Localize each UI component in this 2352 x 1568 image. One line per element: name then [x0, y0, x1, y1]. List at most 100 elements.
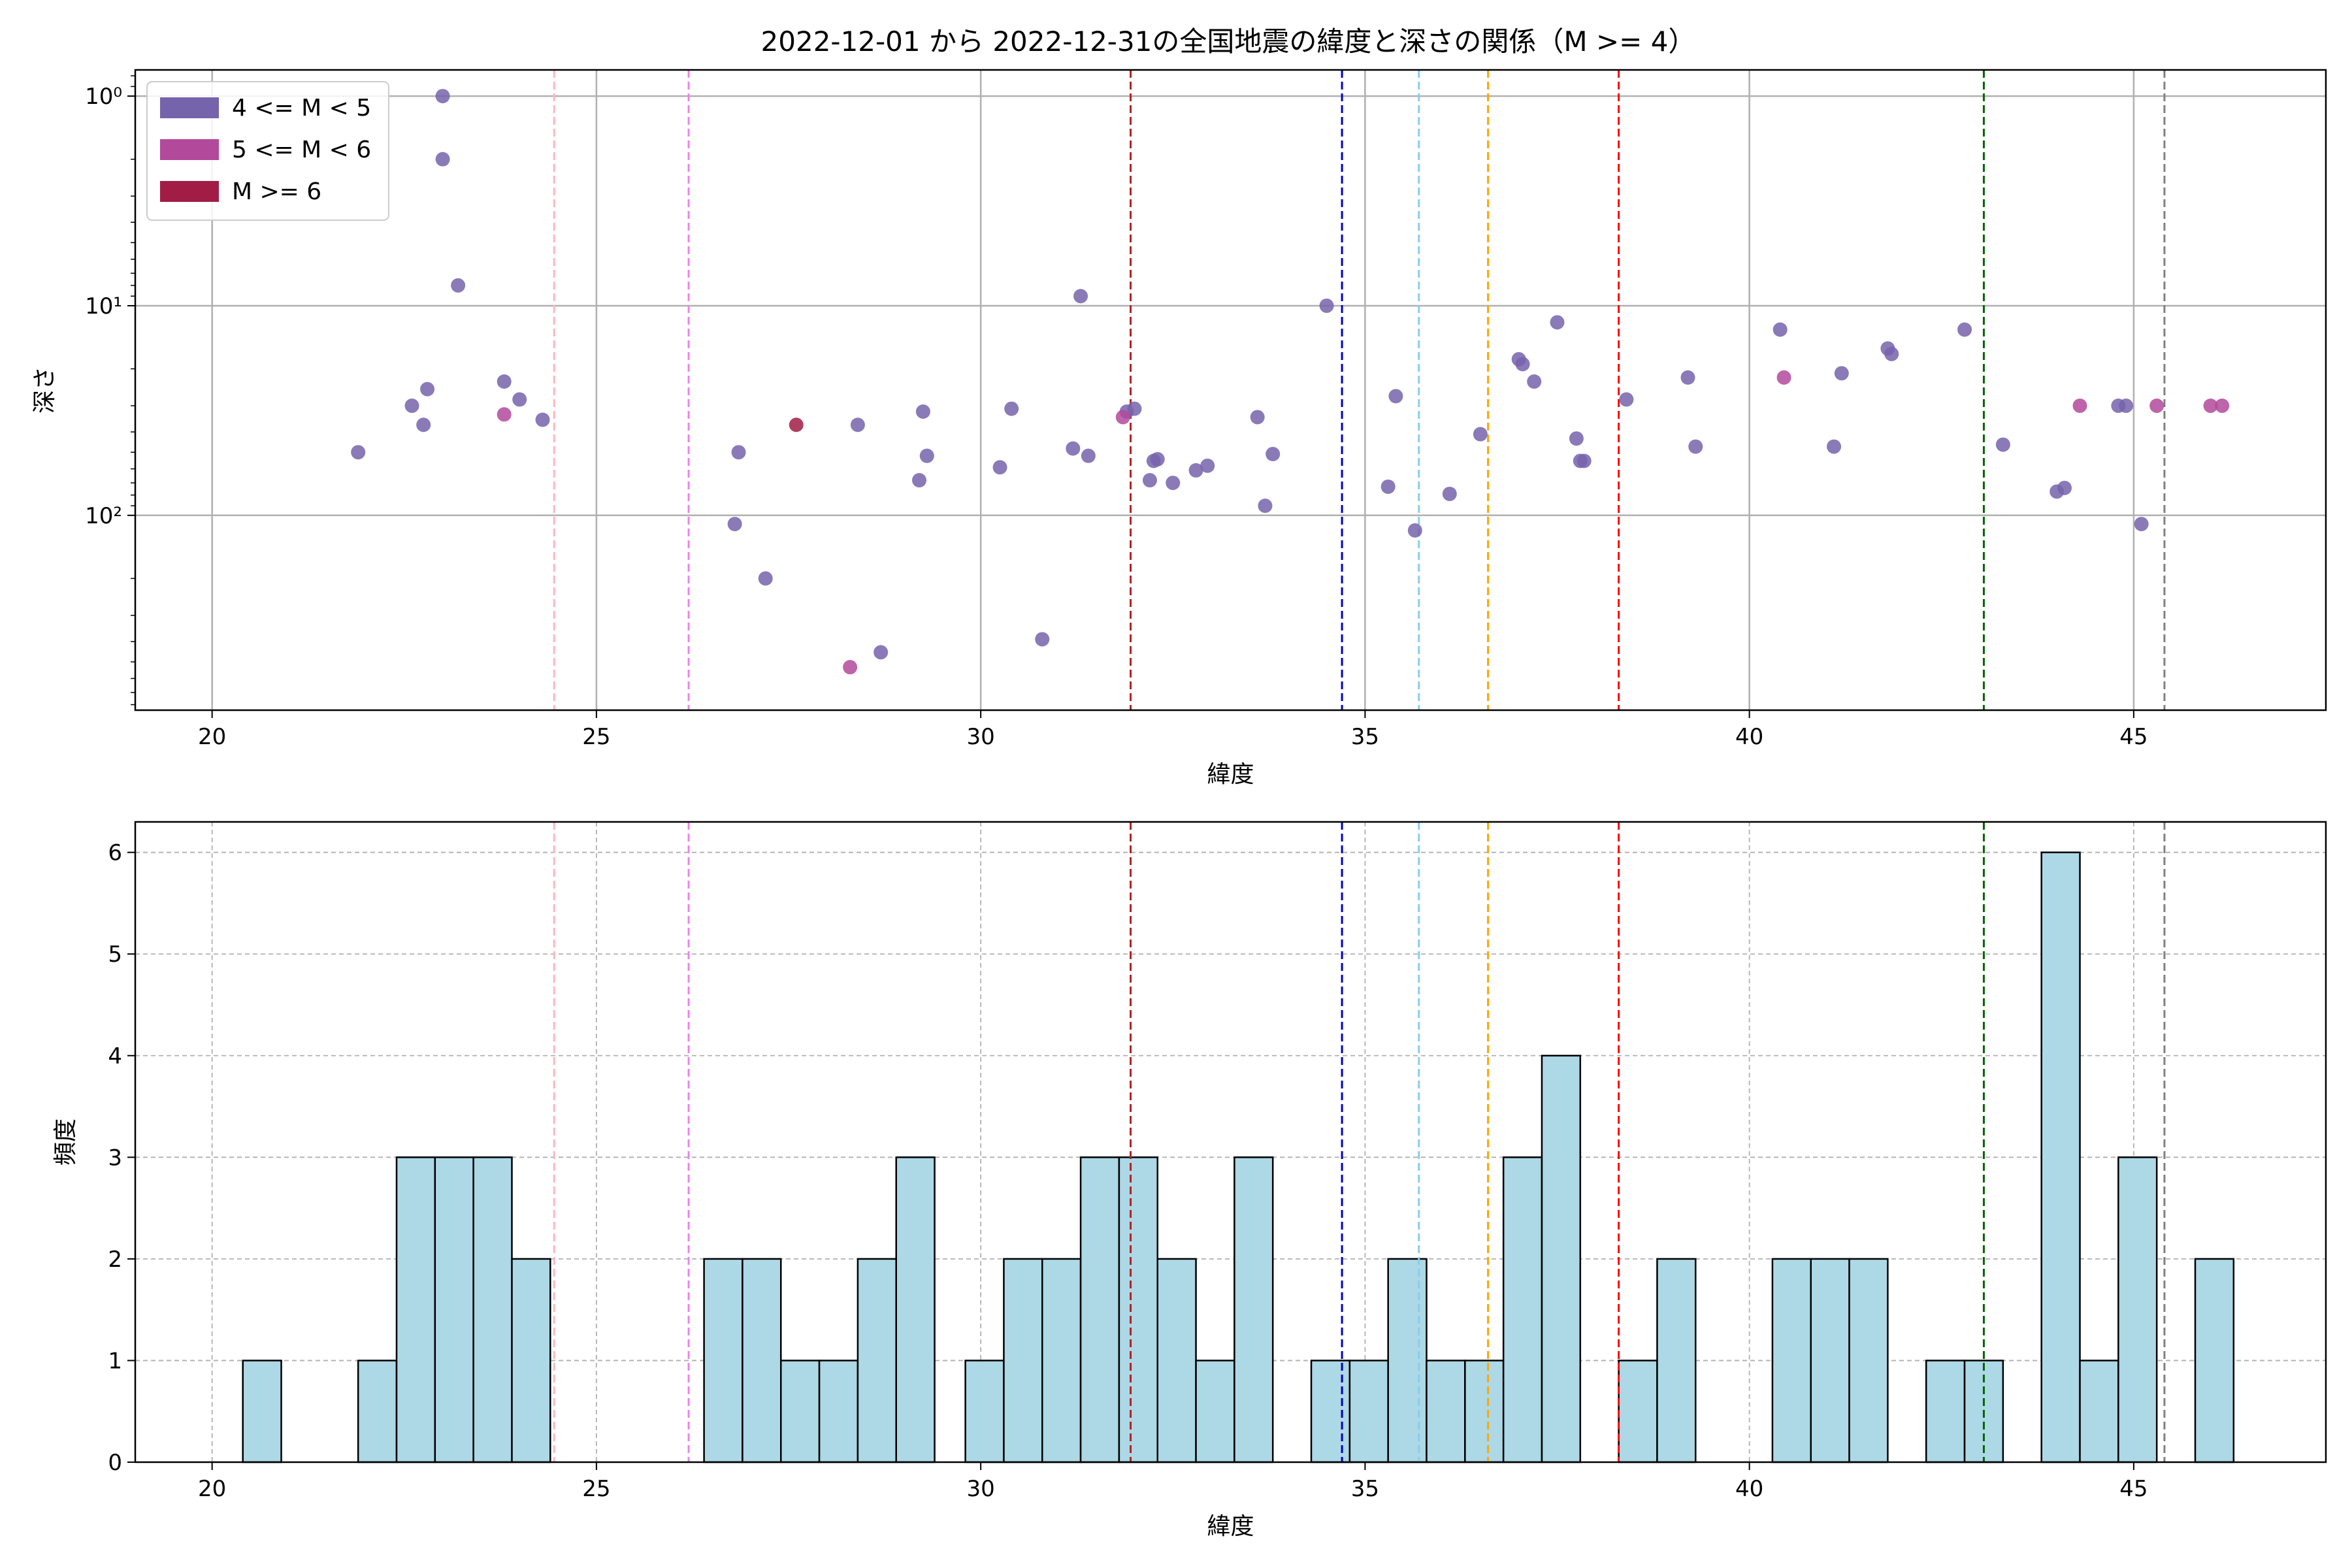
histogram-y-tick-label: 2: [108, 1247, 122, 1273]
scatter-point: [1772, 322, 1788, 337]
histogram-y-tick-label: 1: [108, 1348, 122, 1374]
histogram-bar: [2194, 1258, 2235, 1463]
legend-label: 5 <= M < 6: [232, 137, 371, 163]
scatter-point: [1081, 448, 1096, 463]
scatter-point: [850, 417, 865, 433]
scatter-x-axis-label: 緯度: [1207, 761, 1254, 788]
legend-label: M >= 6: [232, 178, 321, 205]
histogram-y-tick-label: 3: [108, 1145, 122, 1171]
histogram-bar: [1656, 1258, 1697, 1463]
histogram-bar: [1464, 1360, 1505, 1463]
histogram-y-tick-label: 6: [108, 840, 122, 866]
scatter-point: [1142, 473, 1157, 488]
histogram-frame: [134, 821, 2327, 1463]
histogram-bar: [472, 1156, 513, 1463]
scatter-point: [1680, 370, 1695, 385]
scatter-x-tick-label: 45: [2119, 724, 2148, 750]
histogram-bar: [1925, 1360, 1966, 1463]
histogram-bar: [1848, 1258, 1889, 1463]
histogram-bar: [818, 1360, 859, 1463]
scatter-point: [731, 445, 746, 460]
histogram-bar: [357, 1360, 398, 1463]
scatter-point: [1515, 357, 1530, 372]
scatter-point: [451, 278, 466, 293]
histogram-bar: [703, 1258, 743, 1463]
scatter-point: [497, 407, 512, 422]
scatter-point: [1995, 437, 2010, 452]
scatter-x-ticks: 20 25 30 35 40 45: [198, 710, 2148, 750]
scatter-point: [1004, 401, 1019, 416]
histogram-bar: [1195, 1360, 1235, 1463]
scatter-y-tick-label: 10⁰: [85, 84, 122, 110]
scatter-point: [2149, 399, 2164, 414]
scatter-point: [843, 660, 858, 675]
scatter-point: [1115, 410, 1130, 425]
histogram-x-axis-label: 緯度: [1207, 1513, 1254, 1540]
histogram-bar: [1426, 1360, 1466, 1463]
scatter-point: [1776, 370, 1791, 385]
scatter-point: [789, 417, 804, 433]
histogram-bar: [857, 1258, 897, 1463]
histogram-bar: [895, 1156, 936, 1463]
histogram-bar: [964, 1360, 1005, 1463]
scatter-point: [420, 382, 435, 397]
scatter-point: [1569, 431, 1584, 446]
histogram-bars: [242, 851, 2235, 1463]
scatter-point: [1127, 401, 1142, 416]
scatter-point: [1473, 427, 1488, 442]
histogram-bar: [780, 1360, 821, 1463]
histogram-y-tick-label: 4: [108, 1043, 122, 1070]
scatter-point: [2215, 399, 2230, 414]
histogram-bar: [1156, 1258, 1197, 1463]
histogram-reference-lines: [553, 822, 2166, 1462]
histogram-bar: [511, 1258, 551, 1463]
scatter-point: [416, 417, 431, 433]
histogram-bar: [2040, 851, 2081, 1463]
histogram-bar: [2117, 1156, 2158, 1463]
scatter-point: [919, 448, 934, 463]
histogram-bar: [1502, 1156, 1543, 1463]
histogram-y-ticks: 0 1 2 3 4 5 6: [108, 840, 135, 1476]
scatter-point: [915, 404, 930, 419]
histogram-x-tick-label: 40: [1735, 1476, 1763, 1502]
scatter-frame: [134, 69, 2327, 711]
histogram-y-tick-label: 0: [108, 1450, 122, 1476]
scatter-point: [2072, 399, 2087, 414]
scatter-point: [727, 517, 742, 532]
histogram-x-tick-label: 45: [2119, 1476, 2148, 1502]
scatter-point: [435, 152, 450, 167]
scatter-reference-lines: [553, 70, 2166, 710]
histogram-bar: [1003, 1258, 1043, 1463]
legend-label: 4 <= M < 5: [232, 95, 371, 122]
scatter-point: [758, 571, 773, 586]
histogram-bar: [1810, 1258, 1850, 1463]
scatter-point: [2134, 517, 2149, 532]
histogram-bar: [1041, 1258, 1082, 1463]
legend-swatch: [160, 139, 219, 160]
histogram-bar: [1771, 1258, 1812, 1463]
scatter-x-tick-label: 25: [582, 724, 610, 750]
scatter-point: [1200, 458, 1215, 473]
scatter-point: [1527, 374, 1542, 389]
scatter-point: [1442, 486, 1457, 501]
histogram-bar: [1310, 1360, 1351, 1463]
scatter-point: [1266, 446, 1281, 461]
scatter-x-tick-label: 30: [967, 724, 995, 750]
scatter-legend: 4 <= M < 5 5 <= M < 6 M >= 6: [146, 81, 389, 221]
scatter-point: [1035, 632, 1050, 647]
histogram-bar: [2079, 1360, 2119, 1463]
scatter-point: [404, 399, 419, 414]
histogram-bar: [1118, 1156, 1158, 1463]
histogram-x-tick-label: 35: [1351, 1476, 1379, 1502]
scatter-point: [1388, 389, 1403, 404]
scatter-x-tick-label: 20: [198, 724, 226, 750]
scatter-point: [1884, 346, 1899, 361]
scatter-point: [1619, 392, 1634, 407]
scatter-x-tick-label: 40: [1735, 724, 1763, 750]
scatter-points: [351, 89, 2230, 675]
scatter-point: [1834, 366, 1849, 381]
scatter-point: [1827, 439, 1842, 454]
scatter-point: [2057, 480, 2072, 495]
chart-title: 2022-12-01 から 2022-12-31の全国地震の緯度と深さの関係（M…: [761, 25, 1696, 57]
